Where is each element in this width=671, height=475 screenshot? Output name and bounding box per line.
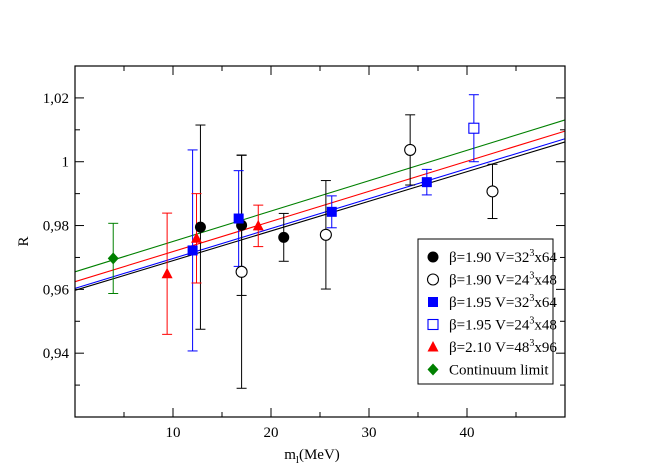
legend-entry: Continuum limit xyxy=(449,363,549,379)
y-tick-label: 1,02 xyxy=(43,91,69,107)
data-point xyxy=(191,232,203,243)
legend-marker xyxy=(427,363,439,376)
fit-line xyxy=(74,130,566,283)
legend-marker xyxy=(427,318,439,331)
y-tick-label: 0,96 xyxy=(43,282,70,298)
x-axis-label-sub: l xyxy=(296,454,299,466)
data-point xyxy=(278,231,290,243)
fit-line xyxy=(74,138,566,289)
y-tick-label: 0,94 xyxy=(43,346,70,362)
data-point xyxy=(326,206,337,217)
data-point xyxy=(194,221,206,233)
x-axis-label-main: m xyxy=(284,447,296,463)
x-tick-label: 10 xyxy=(166,425,181,441)
fit-lines xyxy=(74,119,566,291)
data-point xyxy=(486,185,499,198)
fit-line xyxy=(74,119,566,273)
x-axis-label-unit: (MeV) xyxy=(299,447,340,463)
legend-box xyxy=(417,238,554,385)
x-tick-label: 30 xyxy=(362,425,377,441)
data-point xyxy=(252,219,264,231)
legend-entry: β=1.90 V=323x64 xyxy=(449,248,557,266)
data-point xyxy=(233,213,244,224)
legend-entry: β=1.90 V=243x48 xyxy=(449,271,557,289)
data-point xyxy=(235,265,248,278)
y-axis-label: R xyxy=(16,236,32,246)
x-axis-label: ml(MeV) xyxy=(284,447,340,466)
legend-marker xyxy=(427,341,439,352)
data-point xyxy=(107,252,119,265)
fit-line xyxy=(74,141,566,291)
x-tick-label: 20 xyxy=(264,425,279,441)
legend-entry: β=1.95 V=243x48 xyxy=(449,316,557,334)
legend-marker xyxy=(428,297,438,307)
x-tick-label: 40 xyxy=(460,425,475,441)
y-tick-label: 0,98 xyxy=(43,219,69,235)
data-point xyxy=(319,228,332,241)
data-point xyxy=(468,122,480,134)
legend-entry: β=1.95 V=323x64 xyxy=(449,293,557,311)
data-markers xyxy=(107,122,499,279)
data-point xyxy=(404,143,417,156)
y-tick-label: 1 xyxy=(62,155,70,171)
axis-ticks: 10 20 30 40 0,94 0,96 0,98 1 1,02 xyxy=(43,66,565,441)
legend: β=1.90 V=323x64 β=1.90 V=243x48 β=1.95 V=3… xyxy=(417,238,557,385)
legend-marker xyxy=(427,251,439,263)
data-point xyxy=(187,245,198,256)
legend-marker xyxy=(426,273,440,286)
data-point xyxy=(161,267,173,279)
legend-entry: β=2.10 V=483x96 xyxy=(449,338,557,356)
data-point xyxy=(421,177,432,188)
